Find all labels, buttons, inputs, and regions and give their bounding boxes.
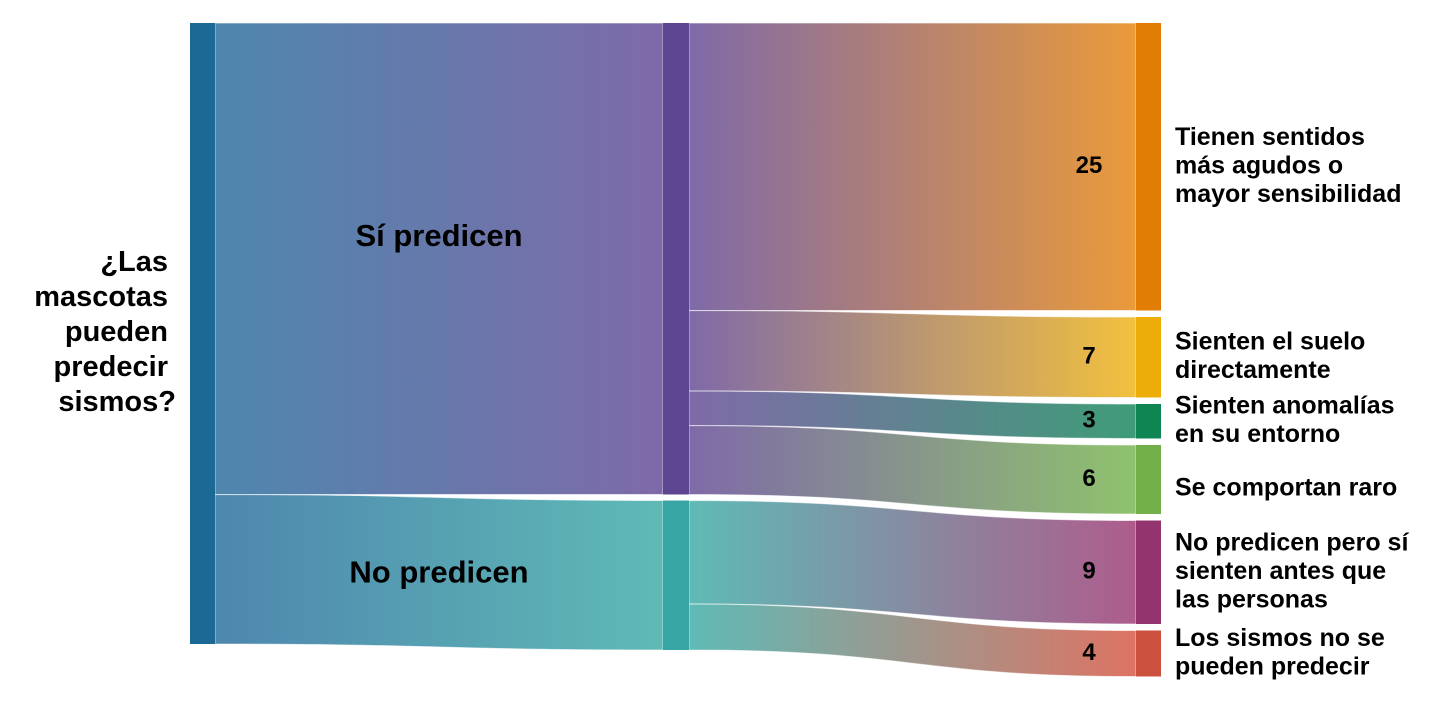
link (214, 22, 664, 496)
target-label: mayor sensibilidad (1175, 180, 1401, 208)
target-label: sienten antes que (1175, 557, 1386, 585)
link (688, 22, 1137, 312)
target-label: Tienen sentidos (1175, 123, 1365, 151)
target-label: No predicen pero sí (1175, 528, 1409, 556)
source-node (190, 23, 215, 644)
target-label: directamente (1175, 356, 1331, 384)
target-node (1136, 445, 1161, 514)
target-label: Sienten el suelo (1175, 328, 1365, 356)
target-label: en su entorno (1175, 420, 1340, 448)
value-label: 9 (1082, 558, 1095, 585)
target-node (1136, 630, 1161, 677)
link (688, 309, 1137, 399)
source-label: pueden (65, 316, 168, 348)
value-label: 6 (1082, 465, 1095, 492)
group-node (663, 23, 689, 495)
value-label: 7 (1082, 343, 1095, 370)
target-label: Los sismos no se (1175, 624, 1385, 652)
links (214, 22, 1137, 678)
group-node (663, 500, 689, 650)
target-node (1136, 23, 1161, 311)
value-label: 25 (1076, 152, 1103, 179)
target-node (1136, 317, 1161, 398)
target-label: las personas (1175, 585, 1328, 613)
source-label: mascotas (34, 281, 168, 313)
target-label: pueden predecir (1175, 652, 1370, 680)
target-label: Sienten anomalías (1175, 392, 1395, 420)
nodes (190, 23, 1161, 677)
target-node (1136, 404, 1161, 439)
target-label: más agudos o (1175, 151, 1343, 179)
source-label: sismos? (58, 386, 176, 418)
target-node (1136, 520, 1161, 624)
value-label: 3 (1082, 407, 1095, 434)
source-label: predecir (54, 351, 168, 383)
source-label: ¿Las (100, 246, 168, 278)
target-label: Se comportan raro (1175, 474, 1397, 502)
group-label: Sí predicen (355, 218, 522, 253)
value-label: 4 (1082, 639, 1096, 666)
group-label: No predicen (349, 554, 528, 589)
